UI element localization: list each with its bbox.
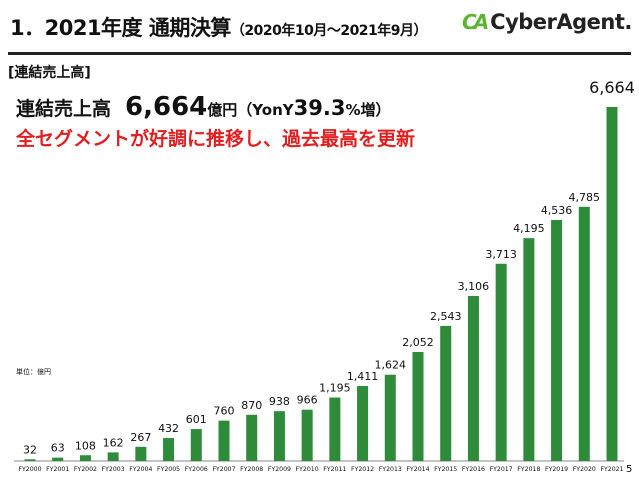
data-label: 3,106 [458, 280, 490, 293]
data-label: 4,195 [513, 222, 545, 235]
page-number: 5 [626, 464, 633, 475]
title-period: （2020年10月～2021年9月） [230, 23, 428, 39]
x-tick-label: FY2015 [434, 466, 457, 473]
x-tick-label: FY2006 [185, 466, 208, 473]
headline-label: 連結売上高 [16, 98, 112, 120]
data-label: 1,411 [347, 370, 379, 383]
x-tick-label: FY2002 [74, 466, 97, 473]
x-tick-label: FY2013 [379, 466, 402, 473]
x-tick-label: FY2016 [462, 466, 485, 473]
logo-text: CyberAgent. [490, 10, 632, 34]
x-tick-label: FY2021 [600, 466, 623, 473]
headline-unit: 億円 [207, 101, 238, 119]
data-label: 162 [103, 436, 124, 449]
bar [301, 409, 313, 461]
title-main: 1．2021年度 通期決算 [10, 16, 231, 40]
x-tick-label: FY2001 [46, 466, 69, 473]
x-tick-label: FY2014 [406, 466, 429, 473]
data-label: 938 [269, 395, 290, 408]
x-tick-label: FY2003 [102, 466, 125, 473]
yoy-prefix: （YonY [237, 101, 294, 119]
bar [135, 446, 147, 461]
bar [24, 459, 36, 461]
x-tick-label: FY2020 [573, 466, 596, 473]
yoy-suffix: %増） [345, 101, 391, 119]
x-tick-label: FY2010 [296, 466, 319, 473]
data-label: 4,536 [541, 204, 573, 217]
logo-mark: CA [462, 10, 489, 34]
data-label: 2,052 [402, 336, 434, 349]
x-tick-label: FY2008 [240, 466, 263, 473]
title-divider [8, 52, 631, 55]
bar [523, 238, 535, 461]
x-tick-label: FY2007 [212, 466, 235, 473]
bar [52, 457, 64, 461]
data-label: 3,713 [485, 248, 517, 261]
page-title: 1．2021年度 通期決算（2020年10月～2021年9月） [10, 12, 428, 42]
bar [329, 397, 341, 461]
data-label: 4,785 [569, 191, 601, 204]
bar [218, 420, 230, 461]
bar [107, 452, 119, 461]
bar [357, 386, 369, 461]
bar [412, 351, 424, 461]
data-label: 6,664 [589, 78, 635, 97]
bar [495, 263, 507, 461]
x-tick-label: FY2004 [129, 466, 152, 473]
data-label: 32 [23, 443, 37, 456]
x-tick-label: FY2018 [517, 466, 540, 473]
unit-note: 単位：億円 [16, 368, 51, 376]
x-tick-label: FY2009 [268, 466, 291, 473]
data-label: 63 [51, 442, 65, 455]
bar [606, 107, 618, 461]
data-label: 1,624 [375, 359, 407, 372]
bar [273, 411, 285, 461]
x-tick-label: FY2011 [323, 466, 346, 473]
bar [190, 429, 202, 461]
x-tick-label: FY2017 [490, 466, 513, 473]
headline-value: 6,664 [125, 92, 208, 122]
x-tick-label: FY2005 [157, 466, 180, 473]
x-tick-label: FY2012 [351, 466, 374, 473]
data-label: 870 [241, 399, 262, 412]
section-label: [連結売上高] [8, 65, 91, 81]
headline-message: 全セグメントが好調に推移し、過去最高を更新 [16, 128, 416, 150]
bar [246, 414, 258, 461]
data-label: 966 [297, 394, 318, 407]
bar [551, 220, 563, 461]
x-tick-label: FY2019 [545, 466, 568, 473]
bar [467, 296, 479, 461]
bar [384, 374, 396, 461]
data-label: 432 [158, 422, 179, 435]
cyberagent-logo: CA CyberAgent. [462, 10, 632, 34]
data-label: 267 [130, 431, 151, 444]
bar [79, 455, 91, 461]
yoy-value: 39.3 [293, 96, 346, 120]
bar [163, 438, 175, 461]
data-label: 760 [214, 405, 235, 418]
data-label: 108 [75, 439, 96, 452]
headline: 連結売上高 6,664億円（YonY39.3%増） [16, 92, 390, 122]
data-label: 601 [186, 413, 207, 426]
bar [440, 325, 452, 461]
data-label: 1,195 [319, 382, 351, 395]
data-label: 2,543 [430, 310, 462, 323]
x-tick-label: FY2000 [18, 466, 41, 473]
bar [578, 206, 590, 461]
